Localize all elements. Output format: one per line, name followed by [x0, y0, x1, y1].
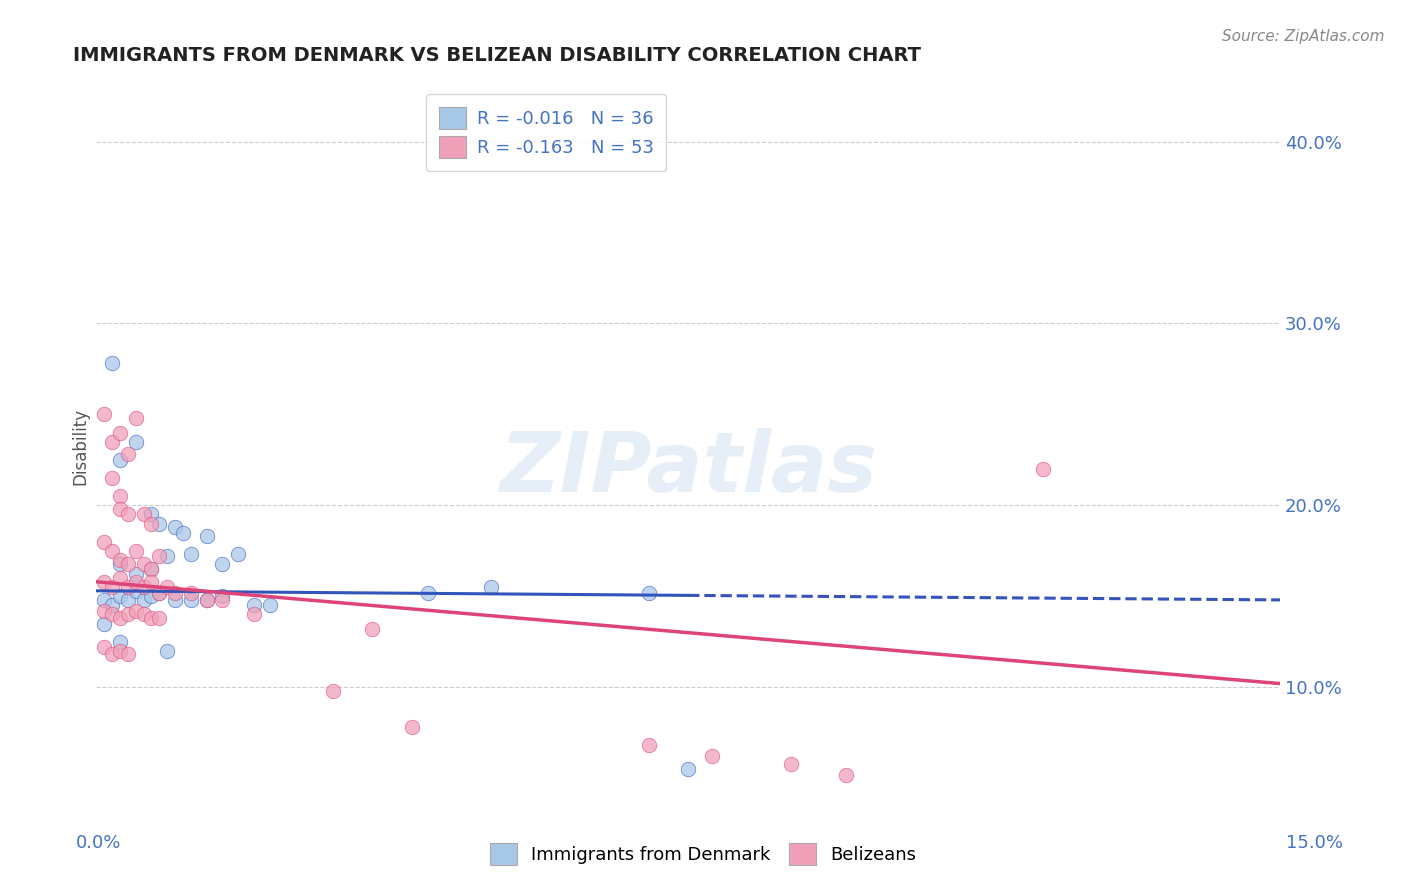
Point: [243, 607, 266, 622]
Point: [180, 593, 202, 607]
Point: [101, 544, 124, 558]
Point: [101, 599, 124, 613]
Point: [124, 574, 146, 589]
Point: [211, 589, 233, 603]
Point: [101, 648, 124, 662]
Point: [416, 585, 439, 599]
Text: IMMIGRANTS FROM DENMARK VS BELIZEAN DISABILITY CORRELATION CHART: IMMIGRANTS FROM DENMARK VS BELIZEAN DISA…: [73, 46, 921, 65]
Legend: Immigrants from Denmark, Belizeans: Immigrants from Denmark, Belizeans: [481, 834, 925, 874]
Point: [124, 434, 146, 449]
Y-axis label: Disability: Disability: [72, 408, 89, 484]
Point: [101, 434, 124, 449]
Point: [156, 580, 179, 594]
Point: [479, 580, 502, 594]
Point: [124, 411, 146, 425]
Point: [322, 684, 344, 698]
Point: [180, 548, 202, 562]
Point: [93, 640, 115, 655]
Point: [835, 767, 858, 781]
Point: [132, 508, 155, 522]
Point: [108, 557, 131, 571]
Point: [779, 756, 801, 771]
Point: [148, 585, 170, 599]
Point: [148, 549, 170, 564]
Point: [93, 574, 115, 589]
Point: [165, 585, 187, 599]
Point: [108, 644, 131, 658]
Point: [211, 557, 233, 571]
Point: [148, 585, 170, 599]
Point: [401, 720, 423, 734]
Point: [637, 739, 659, 753]
Point: [132, 607, 155, 622]
Point: [132, 557, 155, 571]
Point: [226, 548, 249, 562]
Point: [180, 585, 202, 599]
Point: [141, 516, 163, 531]
Point: [93, 604, 115, 618]
Point: [361, 622, 384, 636]
Point: [124, 544, 146, 558]
Point: [101, 580, 124, 594]
Point: [211, 593, 233, 607]
Point: [156, 644, 179, 658]
Point: [93, 408, 115, 422]
Point: [141, 611, 163, 625]
Point: [148, 516, 170, 531]
Point: [117, 557, 139, 571]
Point: [141, 562, 163, 576]
Point: [141, 589, 163, 603]
Text: ZIPatlas: ZIPatlas: [499, 428, 877, 508]
Point: [93, 534, 115, 549]
Point: [195, 529, 218, 543]
Point: [117, 508, 139, 522]
Point: [108, 611, 131, 625]
Point: [259, 599, 281, 613]
Point: [117, 593, 139, 607]
Point: [117, 580, 139, 594]
Point: [108, 502, 131, 516]
Text: Source: ZipAtlas.com: Source: ZipAtlas.com: [1222, 29, 1385, 44]
Point: [132, 580, 155, 594]
Point: [165, 520, 187, 534]
Point: [108, 589, 131, 603]
Point: [93, 616, 115, 631]
Point: [117, 607, 139, 622]
Point: [637, 585, 659, 599]
Point: [93, 593, 115, 607]
Point: [1032, 462, 1054, 476]
Point: [101, 356, 124, 370]
Point: [108, 634, 131, 648]
Point: [141, 562, 163, 576]
Point: [108, 425, 131, 440]
Point: [141, 508, 163, 522]
Point: [124, 604, 146, 618]
Point: [124, 567, 146, 582]
Point: [156, 549, 179, 564]
Point: [195, 593, 218, 607]
Point: [676, 762, 699, 776]
Point: [148, 611, 170, 625]
Point: [101, 471, 124, 485]
Point: [117, 648, 139, 662]
Point: [195, 593, 218, 607]
Text: 15.0%: 15.0%: [1286, 834, 1343, 852]
Point: [132, 593, 155, 607]
Point: [108, 571, 131, 585]
Point: [165, 593, 187, 607]
Point: [124, 583, 146, 598]
Point: [101, 607, 124, 622]
Point: [700, 749, 723, 764]
Point: [108, 489, 131, 503]
Text: 0.0%: 0.0%: [76, 834, 121, 852]
Point: [141, 574, 163, 589]
Point: [172, 525, 194, 540]
Legend: R = -0.016   N = 36, R = -0.163   N = 53: R = -0.016 N = 36, R = -0.163 N = 53: [426, 95, 666, 171]
Point: [108, 453, 131, 467]
Point: [243, 599, 266, 613]
Point: [117, 447, 139, 461]
Point: [108, 553, 131, 567]
